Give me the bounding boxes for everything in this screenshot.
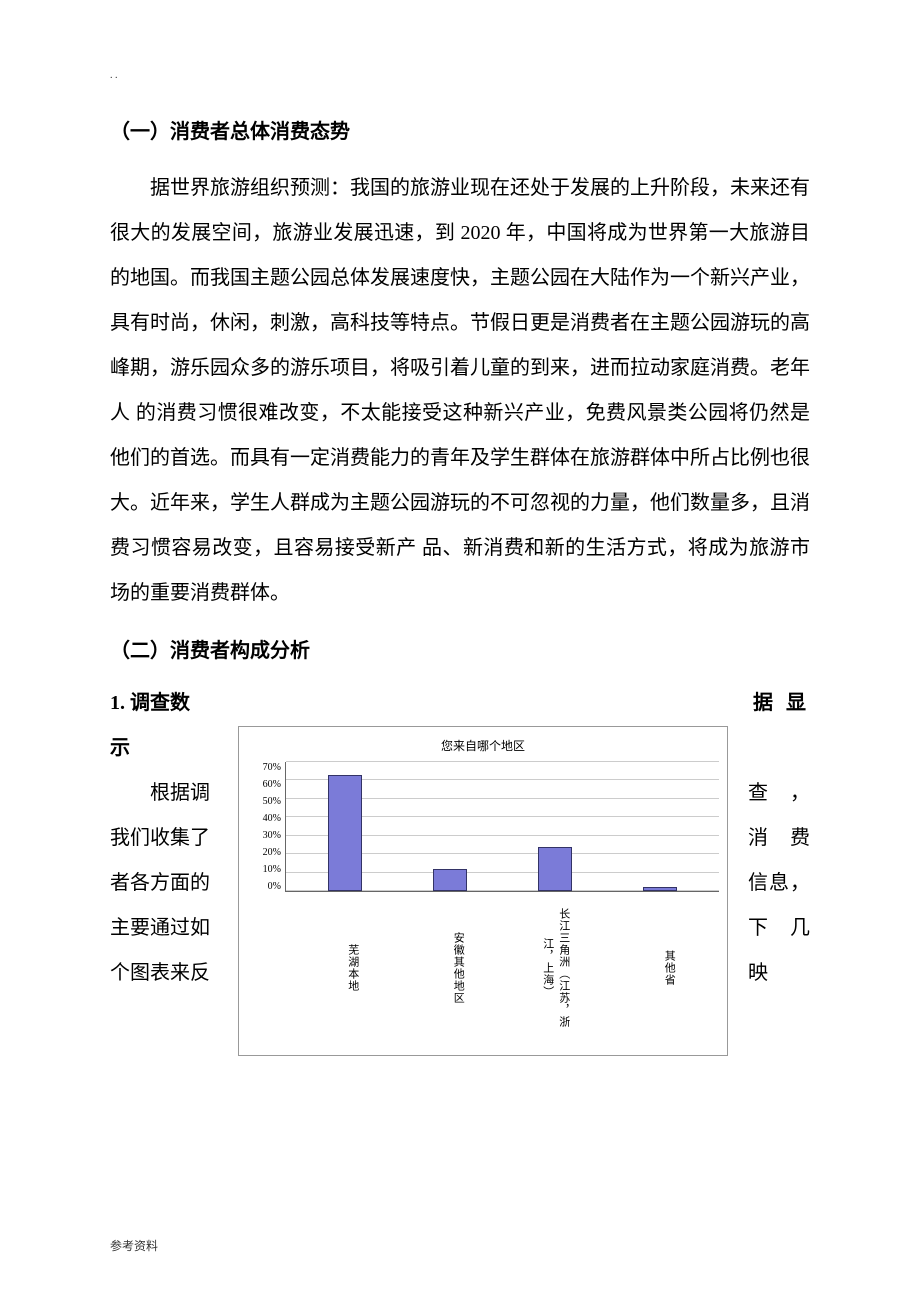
x-tick-label: 长江三角洲（江苏，浙江，上海） <box>538 898 572 1038</box>
header-dots: . . <box>110 70 118 81</box>
right-line: 信息， <box>748 861 810 906</box>
x-tick-label: 其他省 <box>643 898 677 1038</box>
section1-body: 据世界旅游组织预测：我国的旅游业现在还处于发展的上升阶段，未来还有很大的发展空间… <box>110 166 810 616</box>
section2-heading: （二）消费者构成分析 <box>110 634 810 663</box>
chart-x-labels: 芜湖本地 安徽其他地区 长江三角洲（江苏，浙江，上海） 其他省 <box>285 898 719 1038</box>
y-tick-label: 50% <box>257 796 281 807</box>
chart-title: 您来自哪个地区 <box>247 737 719 754</box>
y-tick-label: 10% <box>257 864 281 875</box>
chart-bar <box>433 869 467 891</box>
show-text: 示 <box>110 726 218 771</box>
sub-heading-left: 1. 调查数 <box>110 681 218 726</box>
chart-plot: 70% 60% 50% 40% 30% 20% 10% 0% <box>257 762 719 892</box>
left-line: 主要通过如 <box>110 917 210 939</box>
y-tick-label: 20% <box>257 847 281 858</box>
x-tick-label: 安徽其他地区 <box>432 898 466 1038</box>
region-chart: 您来自哪个地区 70% 60% 50% 40% 30% 20% 10% 0% 芜湖本地 安徽其他… <box>238 726 728 1056</box>
section1-heading: （一）消费者总体消费态势 <box>110 115 810 144</box>
left-line: 个图表来反 <box>110 962 210 984</box>
footer-text: 参考资料 <box>110 1237 158 1254</box>
y-tick-label: 40% <box>257 813 281 824</box>
y-tick-label: 60% <box>257 779 281 790</box>
left-line: 者各方面的 <box>110 872 210 894</box>
x-tick-label: 芜湖本地 <box>327 898 361 1038</box>
right-line: 下几 <box>748 906 810 951</box>
chart-bars <box>285 762 719 892</box>
left-line: 我们收集了 <box>110 827 210 849</box>
y-tick-label: 30% <box>257 830 281 841</box>
y-tick-label: 70% <box>257 762 281 773</box>
y-tick-label: 0% <box>257 881 281 892</box>
left-flow-column: 示 根据调 我们收集了 者各方面的 主要通过如 个图表来反 <box>110 726 218 1056</box>
chart-bar <box>328 775 362 891</box>
chart-y-axis: 70% 60% 50% 40% 30% 20% 10% 0% <box>257 762 285 892</box>
right-line: 消费 <box>748 816 810 861</box>
chart-bar <box>538 847 572 891</box>
chart-bar <box>643 887 677 891</box>
left-line: 根据调 <box>110 771 218 816</box>
flow-section: 1. 调查数 据 显 示 根据调 我们收集了 者各方面的 主要通过如 个图表来反… <box>110 681 810 1056</box>
right-line: 查， <box>748 771 810 816</box>
grid-line <box>286 761 719 762</box>
right-line: 映 <box>748 951 810 996</box>
sub-heading-right: 据 显 <box>748 681 810 726</box>
right-flow-column: 查， 消费 信息， 下几 映 <box>748 726 810 1056</box>
